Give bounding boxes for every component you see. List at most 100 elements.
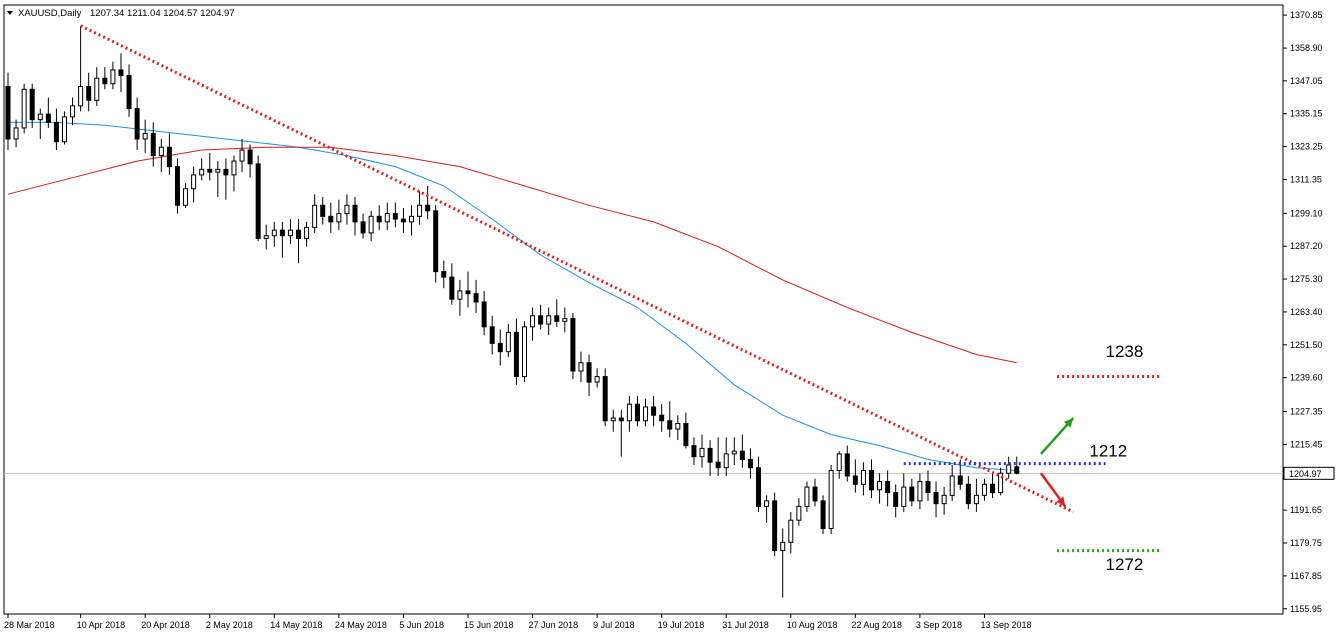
plot-area-frame <box>3 4 1284 615</box>
candle-111 <box>901 473 907 512</box>
candle-84 <box>683 412 689 449</box>
moving-average-line-2 <box>7 146 1017 364</box>
x-tick-label: 27 Jun 2018 <box>529 620 579 630</box>
candle-body-up <box>860 469 866 485</box>
candle-55 <box>449 263 455 305</box>
candle-body-up <box>675 423 681 430</box>
moving-averages <box>7 121 1017 471</box>
candle-body-up <box>699 447 705 458</box>
candle-3 <box>29 83 35 128</box>
candle-76 <box>618 409 624 457</box>
candle-9 <box>78 25 84 112</box>
x-tick-label: 3 Sep 2018 <box>916 620 962 630</box>
candle-body-up <box>70 105 76 118</box>
y-tick-label: 1263.40 <box>1290 307 1323 317</box>
candle-body-down <box>134 108 140 140</box>
x-tick-label: 9 Jul 2018 <box>593 620 635 630</box>
candle-body-down <box>820 500 826 529</box>
candle-93 <box>756 456 762 512</box>
y-tick-label: 1215.45 <box>1290 439 1323 449</box>
candle-body-up <box>643 406 649 422</box>
candle-body-down <box>756 467 762 507</box>
x-tick-label: 24 May 2018 <box>335 620 387 630</box>
candle-45 <box>368 210 374 242</box>
x-tick-label: 13 Sep 2018 <box>980 620 1031 630</box>
candle-6 <box>53 108 59 151</box>
candle-body-up <box>981 483 987 496</box>
candle-body-down <box>296 229 302 239</box>
candle-body-down <box>166 146 172 168</box>
candle-116 <box>941 487 947 515</box>
y-tick-label: 1227.35 <box>1290 407 1323 417</box>
candle-body-up <box>457 290 463 300</box>
y-tick-label: 1155.95 <box>1290 604 1322 614</box>
candle-body-up <box>21 88 27 129</box>
candle-body-down <box>538 315 544 325</box>
candle-body-up <box>521 326 527 378</box>
candle-86 <box>699 434 705 468</box>
candle-body-down <box>392 213 398 220</box>
ohlc-readout: 1207.34 1211.04 1204.57 1204.97 <box>90 8 235 19</box>
candle-105 <box>852 459 858 493</box>
candle-94 <box>764 495 770 523</box>
moving-average-line-1 <box>8 121 1017 471</box>
candle-body-down <box>715 461 721 469</box>
candle-7 <box>61 111 67 145</box>
candle-19 <box>158 138 164 173</box>
candle-110 <box>893 484 899 518</box>
candle-body-up <box>530 315 536 328</box>
candle-body-down <box>320 204 326 217</box>
candle-body-down <box>126 74 132 110</box>
candle-61 <box>497 329 503 366</box>
candle-35 <box>287 219 293 244</box>
candle-body-down <box>53 121 59 143</box>
candle-62 <box>505 324 511 358</box>
trendline-1 <box>79 24 1074 514</box>
candle-body-up <box>239 149 245 162</box>
candle-103 <box>836 451 842 479</box>
candle-body-up <box>626 403 632 422</box>
candle-body-up <box>901 486 907 507</box>
candle-body-up <box>949 475 955 496</box>
candle-body-up <box>941 494 947 505</box>
candle-body-down <box>465 290 471 295</box>
candle-28 <box>231 155 237 192</box>
candle-body-down <box>990 483 996 494</box>
triangle-down-icon[interactable] <box>7 11 13 15</box>
candle-body-up <box>409 215 414 223</box>
candle-body-up <box>780 541 786 552</box>
candle-24 <box>199 158 205 181</box>
candle-74 <box>602 368 608 427</box>
candle-27 <box>223 158 229 200</box>
candle-96 <box>780 528 786 598</box>
arrow-head <box>1063 417 1074 428</box>
candle-body-up <box>417 204 423 217</box>
candle-89 <box>723 437 729 477</box>
candle-body-up <box>183 188 189 206</box>
candle-body-down <box>489 326 495 344</box>
candle-body-down <box>45 113 51 123</box>
candle-109 <box>885 470 891 507</box>
candle-body-up <box>836 453 842 471</box>
candle-39 <box>320 196 326 225</box>
candle-body-down <box>747 458 753 469</box>
candle-42 <box>344 194 350 225</box>
candle-body-up <box>368 215 374 234</box>
x-tick-label: 22 Aug 2018 <box>851 620 902 630</box>
candle-body-down <box>659 414 665 422</box>
candle-100 <box>812 478 818 507</box>
candle-122 <box>990 473 996 499</box>
candle-body-up <box>191 174 197 190</box>
y-tick-label: 1358.90 <box>1290 43 1323 53</box>
candle-71 <box>578 351 584 383</box>
candle-85 <box>691 437 697 465</box>
y-tick-label: 1299.10 <box>1290 208 1323 218</box>
candle-body-down <box>965 483 971 505</box>
y-tick-label: 1370.85 <box>1290 10 1323 20</box>
candle-37 <box>304 221 310 247</box>
candle-81 <box>659 404 665 432</box>
candle-56 <box>457 279 463 316</box>
candle-112 <box>909 478 915 507</box>
